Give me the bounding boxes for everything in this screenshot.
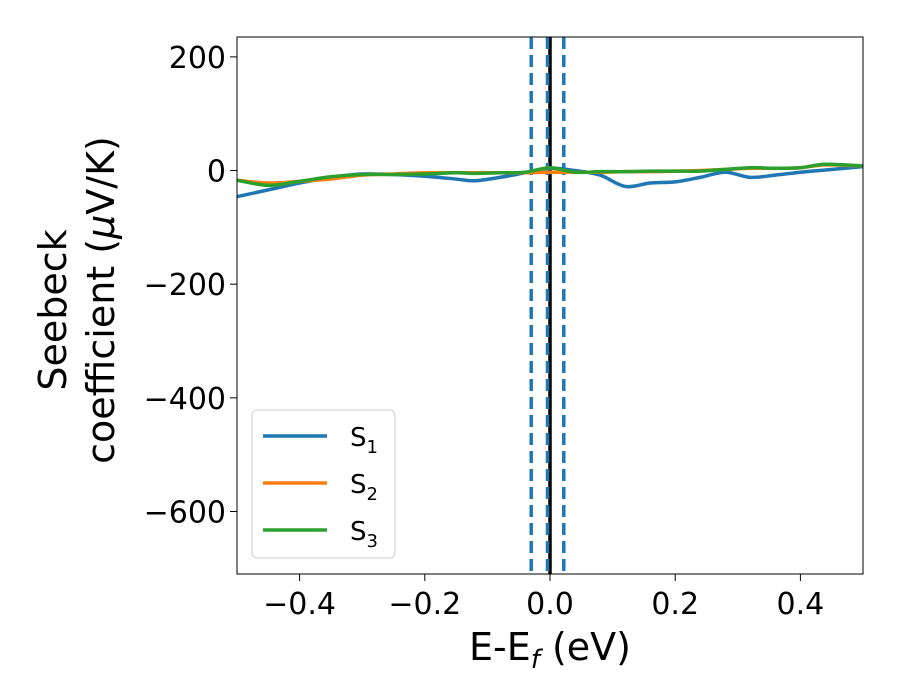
y-tick-label: 0 <box>207 155 226 190</box>
y-tick-label: −600 <box>144 495 226 530</box>
series-line-S3 <box>237 162 863 188</box>
x-axis: −0.4 −0.2 0.0 0.2 0.4 <box>263 574 824 622</box>
series-group <box>237 162 863 199</box>
legend-label-S1: S1 <box>350 423 378 458</box>
y-tick-label: 200 <box>169 41 226 76</box>
x-tick-label: 0.2 <box>651 587 699 622</box>
y-axis-label: Seebeck coefficient (μV/K) <box>31 136 123 464</box>
x-tick-label: −0.2 <box>388 587 461 622</box>
x-axis-label: E-Ef (eV) <box>469 625 631 675</box>
y-axis-label-line1: Seebeck <box>31 229 75 390</box>
x-tick-label: −0.4 <box>263 587 336 622</box>
legend-label-S3: S3 <box>350 517 378 552</box>
y-tick-label: −200 <box>144 268 226 303</box>
legend-label-S2: S2 <box>350 470 378 505</box>
reference-lines <box>529 37 566 574</box>
y-axis: 200 0 −200 −400 −600 <box>144 41 237 530</box>
y-tick-label: −400 <box>144 382 226 417</box>
legend: S1 S2 S3 <box>251 409 396 559</box>
x-tick-label: 0.4 <box>777 587 825 622</box>
y-axis-label-line2: coefficient (μV/K) <box>79 136 123 464</box>
x-tick-label: 0.0 <box>526 587 574 622</box>
